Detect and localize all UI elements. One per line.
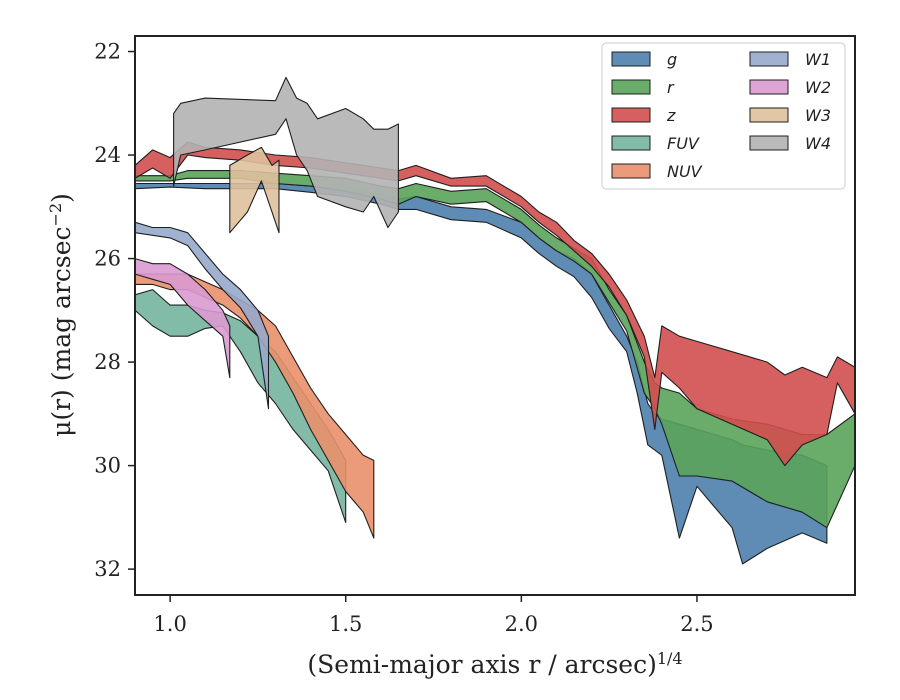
legend-swatch-fuv	[611, 135, 651, 151]
x-tick-label: 1.5	[329, 612, 362, 636]
legend-label-w2: W2	[805, 78, 831, 97]
legend-label-g: g	[667, 50, 677, 69]
x-axis-label: (Semi-major axis r / arcsec)1/4	[307, 649, 682, 679]
bands-layer	[135, 76, 855, 565]
band-g	[135, 182, 828, 565]
band-w2	[135, 258, 231, 379]
band-w4	[173, 76, 399, 229]
plot-frame	[134, 35, 856, 596]
legend-label-nuv: NUV	[667, 162, 703, 181]
legend-swatch-nuv	[611, 163, 651, 179]
legend-swatch-w1	[749, 51, 789, 67]
y-tick-label: 32	[94, 557, 121, 581]
legend-label-w1: W1	[805, 50, 831, 69]
legend-swatch-z	[611, 107, 651, 123]
x-tick-label: 1.0	[153, 612, 186, 636]
legend-swatch-g	[611, 51, 651, 67]
legend-label-z: z	[666, 106, 676, 125]
x-tick-label: 2.0	[505, 612, 538, 636]
legend-label-fuv: FUV	[667, 134, 700, 153]
y-axis-label: μ(r) (mag arcsec−2)	[46, 193, 76, 437]
x-ticks: 1.0 1.5 2.0 2.5	[153, 595, 714, 636]
legend-swatch-w4	[749, 135, 789, 151]
legend-label-w3: W3	[805, 106, 831, 125]
y-tick-label: 24	[94, 143, 121, 167]
band-w1	[135, 221, 270, 410]
legend: grz FUV NUV W1 W2 W3 W4	[601, 42, 846, 190]
legend-swatch-w3	[749, 107, 789, 123]
legend-label-r: r	[667, 78, 675, 97]
y-tick-label: 28	[94, 350, 121, 374]
legend-swatch-w2	[749, 79, 789, 95]
x-tick-label: 2.5	[680, 612, 713, 636]
legend-label-w4: W4	[805, 134, 831, 153]
band-w3	[229, 146, 280, 234]
y-tick-label: 22	[94, 40, 121, 64]
y-tick-label: 30	[94, 454, 121, 478]
legend-swatch-r	[611, 79, 651, 95]
y-ticks: 22 24 26 28 30 32	[94, 40, 135, 581]
y-tick-label: 26	[94, 247, 121, 271]
